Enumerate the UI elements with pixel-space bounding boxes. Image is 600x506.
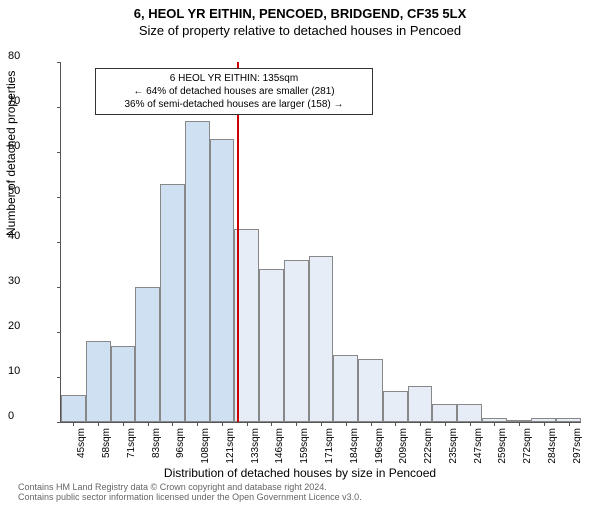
x-tick-label: 284sqm <box>547 428 558 464</box>
x-tick-label: 108sqm <box>200 428 211 464</box>
x-tick-mark <box>395 422 396 426</box>
x-tick-mark <box>494 422 495 426</box>
x-tick-mark <box>247 422 248 426</box>
chart-title-line2: Size of property relative to detached ho… <box>0 23 600 38</box>
x-tick-label: 71sqm <box>126 428 137 458</box>
x-tick-mark <box>296 422 297 426</box>
x-tick-label: 58sqm <box>101 428 112 458</box>
chart-area: 45sqm58sqm71sqm83sqm96sqm108sqm121sqm133… <box>60 62 580 422</box>
plot-region: 45sqm58sqm71sqm83sqm96sqm108sqm121sqm133… <box>60 62 581 423</box>
y-tick-mark <box>57 197 61 198</box>
x-tick-label: 297sqm <box>572 428 583 464</box>
chart-container: 6, HEOL YR EITHIN, PENCOED, BRIDGEND, CF… <box>0 6 600 506</box>
histogram-bar <box>135 287 160 422</box>
reference-line <box>237 62 239 422</box>
histogram-bar <box>259 269 284 422</box>
y-tick-label: 40 <box>8 230 42 242</box>
histogram-bar <box>86 341 111 422</box>
y-tick-mark <box>57 377 61 378</box>
annotation-box: 6 HEOL YR EITHIN: 135sqm ← 64% of detach… <box>95 68 373 115</box>
x-tick-mark <box>346 422 347 426</box>
y-tick-label: 80 <box>8 50 42 62</box>
annotation-line1: 6 HEOL YR EITHIN: 135sqm <box>104 72 364 85</box>
x-tick-label: 184sqm <box>349 428 360 464</box>
x-tick-label: 159sqm <box>299 428 310 464</box>
x-tick-mark <box>148 422 149 426</box>
histogram-bar <box>284 260 309 422</box>
x-tick-mark <box>371 422 372 426</box>
y-tick-mark <box>57 62 61 63</box>
x-tick-label: 121sqm <box>225 428 236 464</box>
y-tick-mark <box>57 242 61 243</box>
histogram-bar <box>408 386 433 422</box>
histogram-bar <box>185 121 210 423</box>
x-tick-mark <box>172 422 173 426</box>
x-tick-label: 83sqm <box>151 428 162 458</box>
chart-title-line1: 6, HEOL YR EITHIN, PENCOED, BRIDGEND, CF… <box>0 6 600 21</box>
x-tick-mark <box>271 422 272 426</box>
y-tick-label: 10 <box>8 365 42 377</box>
x-axis-label: Distribution of detached houses by size … <box>0 466 600 480</box>
x-tick-label: 96sqm <box>175 428 186 458</box>
x-tick-label: 235sqm <box>448 428 459 464</box>
y-tick-label: 0 <box>8 410 42 422</box>
annotation-line3: 36% of semi-detached houses are larger (… <box>104 98 364 111</box>
histogram-bar <box>358 359 383 422</box>
x-tick-label: 259sqm <box>497 428 508 464</box>
x-tick-label: 272sqm <box>522 428 533 464</box>
y-tick-label: 60 <box>8 140 42 152</box>
y-tick-label: 50 <box>8 185 42 197</box>
x-tick-label: 146sqm <box>274 428 285 464</box>
footer-line2: Contains public sector information licen… <box>18 493 362 503</box>
x-tick-mark <box>98 422 99 426</box>
x-tick-mark <box>420 422 421 426</box>
x-tick-mark <box>123 422 124 426</box>
y-tick-mark <box>57 107 61 108</box>
x-tick-mark <box>445 422 446 426</box>
x-tick-mark <box>73 422 74 426</box>
histogram-bar <box>383 391 408 423</box>
histogram-bar <box>309 256 334 423</box>
x-tick-mark <box>519 422 520 426</box>
x-tick-label: 247sqm <box>473 428 484 464</box>
x-tick-mark <box>321 422 322 426</box>
histogram-bar <box>111 346 136 423</box>
histogram-bar <box>61 395 86 422</box>
x-tick-label: 171sqm <box>324 428 335 464</box>
y-tick-mark <box>57 332 61 333</box>
histogram-bar <box>333 355 358 423</box>
y-tick-label: 20 <box>8 320 42 332</box>
y-tick-mark <box>57 287 61 288</box>
x-tick-label: 133sqm <box>250 428 261 464</box>
histogram-bar <box>160 184 185 423</box>
y-tick-mark <box>57 422 61 423</box>
x-tick-mark <box>197 422 198 426</box>
x-tick-mark <box>222 422 223 426</box>
x-tick-label: 209sqm <box>398 428 409 464</box>
x-tick-mark <box>544 422 545 426</box>
x-tick-label: 45sqm <box>76 428 87 458</box>
x-tick-mark <box>569 422 570 426</box>
y-tick-label: 70 <box>8 95 42 107</box>
y-tick-label: 30 <box>8 275 42 287</box>
annotation-line2: ← 64% of detached houses are smaller (28… <box>104 85 364 98</box>
x-tick-label: 222sqm <box>423 428 434 464</box>
x-tick-label: 196sqm <box>374 428 385 464</box>
histogram-bar <box>432 404 457 422</box>
histogram-bar <box>210 139 235 423</box>
histogram-bar <box>457 404 482 422</box>
footer-attribution: Contains HM Land Registry data © Crown c… <box>18 483 362 503</box>
x-tick-mark <box>470 422 471 426</box>
y-tick-mark <box>57 152 61 153</box>
